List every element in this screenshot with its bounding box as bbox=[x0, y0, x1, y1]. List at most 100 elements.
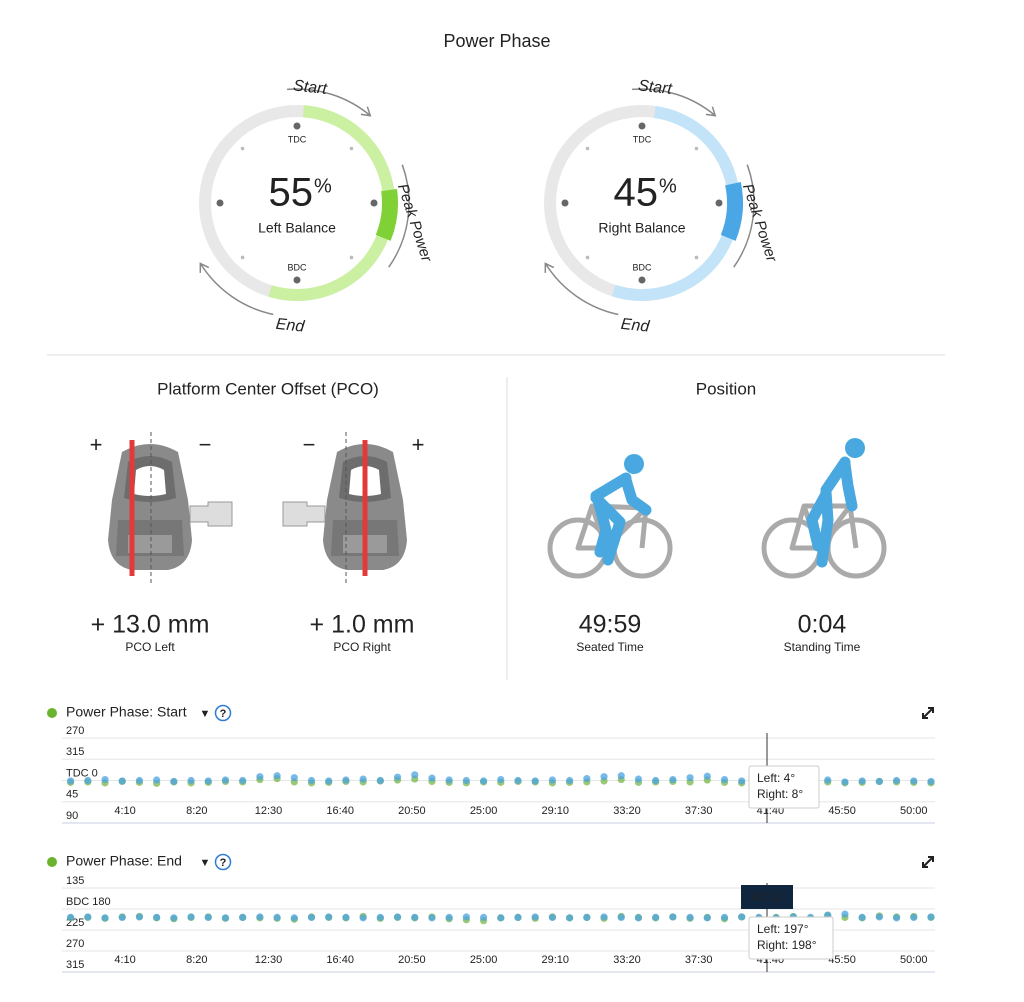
expand-icon[interactable] bbox=[922, 707, 934, 719]
gauge-dot bbox=[240, 255, 245, 260]
data-point bbox=[101, 775, 109, 784]
data-point bbox=[393, 773, 402, 781]
gauge-dot bbox=[585, 146, 590, 151]
data-point bbox=[531, 777, 539, 785]
data-point bbox=[428, 774, 436, 782]
balance-value: 45 bbox=[614, 171, 659, 215]
y-tick-label: 270 bbox=[66, 725, 84, 737]
data-point bbox=[411, 771, 419, 779]
data-point bbox=[824, 776, 832, 784]
legend-dot bbox=[47, 857, 57, 867]
data-point bbox=[221, 914, 230, 922]
gauge-dot bbox=[293, 122, 301, 130]
help-circle[interactable] bbox=[214, 853, 232, 871]
data-point bbox=[445, 913, 453, 922]
points bbox=[67, 910, 935, 925]
data-point bbox=[479, 777, 488, 785]
data-point bbox=[910, 777, 918, 785]
data-point bbox=[170, 777, 178, 786]
tdc-label: TDC bbox=[633, 134, 652, 144]
x-tick-label: 50:00 bbox=[900, 954, 928, 966]
rider-body bbox=[590, 472, 652, 566]
data-point bbox=[720, 775, 729, 784]
pco-value: + 1.0 mm bbox=[310, 611, 415, 639]
sign-label: − bbox=[303, 432, 316, 457]
gauge-dot bbox=[370, 199, 378, 207]
section-title: Power Phase bbox=[443, 31, 550, 51]
y-tick-label: TDC 0 bbox=[66, 767, 98, 779]
data-point bbox=[875, 777, 883, 786]
data-point bbox=[892, 776, 901, 785]
data-point bbox=[325, 913, 333, 921]
x-tick-label: 12:30 bbox=[255, 954, 283, 966]
pco-value: + 13.0 mm bbox=[91, 611, 210, 639]
data-point bbox=[514, 776, 522, 785]
rider-body bbox=[806, 456, 858, 568]
end-label: End bbox=[620, 316, 651, 336]
section-title: Platform Center Offset (PCO) bbox=[157, 379, 379, 398]
chart-menu[interactable]: ▼ bbox=[200, 708, 211, 720]
data-point bbox=[703, 772, 711, 780]
rider-head bbox=[845, 438, 865, 458]
data-point bbox=[634, 914, 643, 922]
data-point bbox=[239, 913, 247, 922]
help-icon[interactable]: ? bbox=[220, 857, 227, 869]
position-value: 49:59 bbox=[579, 611, 642, 639]
gauge-dot bbox=[715, 199, 723, 207]
data-point bbox=[135, 913, 144, 921]
gauge-dot bbox=[561, 199, 569, 207]
help-icon[interactable]: ? bbox=[220, 708, 227, 720]
data-point bbox=[84, 913, 92, 921]
data-point bbox=[187, 913, 195, 921]
data-point bbox=[703, 914, 711, 922]
x-tick-label: 29:10 bbox=[542, 805, 570, 817]
gauge-dot bbox=[638, 122, 646, 130]
position-label: Seated Time bbox=[576, 640, 644, 654]
data-point bbox=[359, 775, 367, 783]
gauge-dot bbox=[293, 276, 301, 284]
chart-menu[interactable]: ▼ bbox=[200, 857, 211, 869]
data-point bbox=[239, 776, 247, 785]
data-point bbox=[393, 913, 402, 921]
tooltip-line: Right: 198° bbox=[757, 938, 817, 952]
data-point bbox=[548, 913, 557, 922]
y-tick-label: 135 bbox=[66, 875, 84, 887]
data-point bbox=[428, 914, 436, 922]
x-tick-label: 37:30 bbox=[685, 805, 713, 817]
y-tick-label: BDC 180 bbox=[66, 896, 111, 908]
data-point bbox=[566, 776, 574, 785]
data-point bbox=[325, 777, 333, 785]
balance-unit: % bbox=[659, 175, 677, 197]
x-tick-label: 50:00 bbox=[900, 805, 928, 817]
data-point bbox=[256, 913, 264, 921]
x-tick-label: 29:10 bbox=[542, 954, 570, 966]
data-point bbox=[204, 777, 212, 785]
data-point bbox=[720, 913, 729, 922]
data-point bbox=[204, 913, 212, 922]
expand-icon[interactable] bbox=[922, 856, 934, 868]
data-point bbox=[600, 913, 608, 921]
data-point bbox=[153, 776, 161, 784]
end-arrow bbox=[544, 262, 619, 316]
pedal-spindle bbox=[282, 501, 326, 527]
start-label: Start bbox=[637, 78, 673, 99]
pco-label: PCO Left bbox=[125, 640, 175, 654]
position-label: Standing Time bbox=[784, 640, 861, 654]
x-tick-label: 8:20 bbox=[186, 805, 207, 817]
data-point bbox=[892, 914, 901, 922]
data-point bbox=[445, 776, 453, 784]
gauge-dot bbox=[694, 255, 699, 260]
gauge-dot bbox=[216, 199, 224, 207]
pedal-icon bbox=[108, 444, 233, 570]
x-tick-label: 33:20 bbox=[613, 805, 641, 817]
data-point bbox=[738, 913, 746, 921]
data-point bbox=[101, 914, 109, 922]
help-circle[interactable] bbox=[214, 704, 232, 722]
end-arrow bbox=[199, 262, 274, 316]
pedal-icon bbox=[282, 444, 407, 570]
data-point bbox=[342, 776, 350, 784]
gauge-dot bbox=[694, 146, 699, 151]
time-box bbox=[741, 885, 793, 909]
